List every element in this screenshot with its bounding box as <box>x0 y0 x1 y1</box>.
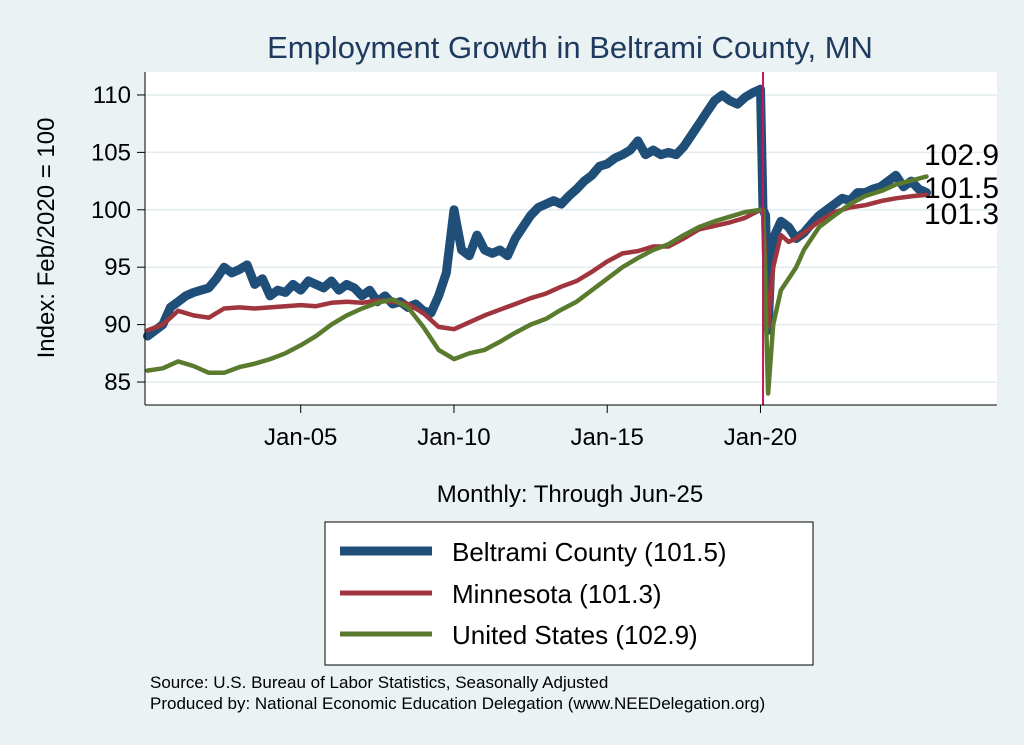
legend-label-beltrami: Beltrami County (101.5) <box>452 537 727 567</box>
x-tick-label-Jan-05: Jan-05 <box>264 424 337 451</box>
series-line-beltrami <box>143 84 931 341</box>
legend: Beltrami County (101.5) Minnesota (101.3… <box>324 521 814 666</box>
y-tick-label-95: 95 <box>104 254 131 281</box>
x-tick-label-Jan-15: Jan-15 <box>571 424 644 451</box>
plot-area <box>145 72 997 405</box>
legend-label-minnesota: Minnesota (101.3) <box>452 579 662 609</box>
series-line-united-states <box>145 174 929 396</box>
x-axis-title: Monthly: Through Jun-25 <box>437 481 703 508</box>
y-tick-label-105: 105 <box>91 139 131 166</box>
source-note: Source: U.S. Bureau of Labor Statistics,… <box>150 673 608 692</box>
produced-by-note: Produced by: National Economic Education… <box>150 694 765 713</box>
y-tick-label-85: 85 <box>104 369 131 396</box>
end-label-minnesota: 101.3 <box>924 198 999 231</box>
x-tick-label-Jan-20: Jan-20 <box>724 424 797 451</box>
series-lines <box>143 84 931 396</box>
gridlines <box>145 94 997 383</box>
end-label-united-states: 102.9 <box>924 139 999 172</box>
chart-title: Employment Growth in Beltrami County, MN <box>267 30 873 65</box>
y-axis-ticks: 85 90 95 100 105 110 <box>91 82 145 396</box>
x-tick-label-Jan-10: Jan-10 <box>417 424 490 451</box>
end-label-beltrami: 101.5 <box>924 172 999 205</box>
y-tick-label-100: 100 <box>91 197 131 224</box>
y-axis-title: Index: Feb/2020 = 100 <box>33 118 60 359</box>
legend-label-united-states: United States (102.9) <box>452 620 698 650</box>
x-axis-ticks: Jan-05 Jan-10 Jan-15 Jan-20 <box>264 405 797 451</box>
series-line-minnesota <box>145 192 929 333</box>
y-tick-label-110: 110 <box>93 82 131 109</box>
y-tick-label-90: 90 <box>104 312 131 339</box>
